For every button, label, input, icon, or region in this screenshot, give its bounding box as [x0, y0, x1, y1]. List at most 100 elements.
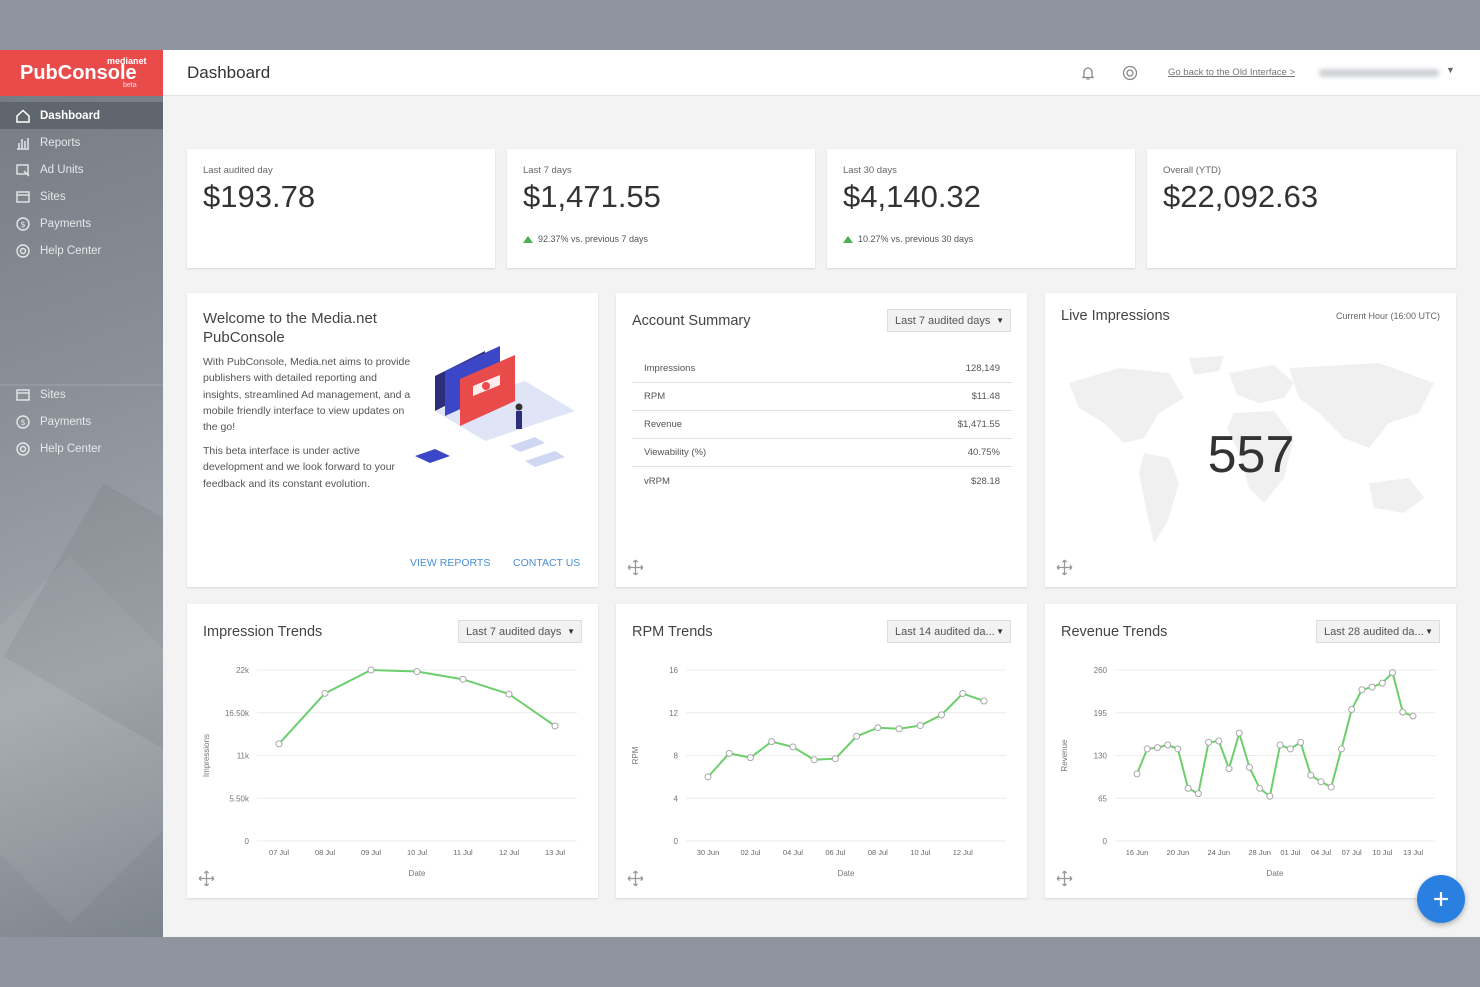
sidebar-item-label: Dashboard	[40, 109, 101, 122]
live-impressions-value: 557	[1207, 426, 1295, 484]
data-point	[725, 749, 733, 757]
bell-icon[interactable]	[1080, 65, 1096, 81]
series-line	[1136, 670, 1414, 799]
laptop-illustration	[415, 346, 575, 467]
stat-value: $193.78	[203, 179, 316, 214]
data-point	[810, 756, 818, 764]
data-point	[789, 743, 797, 751]
data-point	[1389, 669, 1397, 677]
x-tick-label: 08 Jul	[868, 848, 888, 857]
lifebuoy-icon	[16, 243, 30, 258]
table-row: vRPM $28.18	[644, 475, 1000, 487]
drag-move-icon[interactable]	[198, 870, 215, 887]
drag-move-icon[interactable]	[627, 870, 644, 887]
plus-icon	[1434, 892, 1448, 906]
x-tick-label: 20 Jun	[1167, 848, 1190, 857]
sidebar-item-dashboard[interactable]: Dashboard	[0, 102, 163, 129]
welcome-beta-note: This beta interface is under active deve…	[203, 445, 396, 490]
stat-value: $4,140.32	[843, 179, 981, 214]
data-point	[1337, 745, 1345, 753]
user-account-name[interactable]	[1319, 69, 1439, 77]
live-subtitle: Current Hour (16:00 UTC)	[1335, 311, 1440, 321]
data-point	[1235, 729, 1243, 737]
view-reports-link[interactable]: VIEW REPORTS	[410, 557, 491, 569]
data-point	[853, 732, 861, 740]
data-point	[275, 740, 283, 748]
x-tick-label: 24 Jun	[1208, 848, 1231, 857]
y-tick-label: 0	[1103, 837, 1108, 846]
x-tick-label: 12 Jul	[499, 848, 519, 857]
rpm-period-dropdown[interactable]: Last 14 audited da... ▼	[887, 620, 1011, 643]
data-point	[1297, 738, 1305, 746]
table-row: Revenue $1,471.55	[632, 411, 1012, 439]
drag-move-icon[interactable]	[1056, 559, 1073, 576]
bar-chart-icon	[17, 137, 29, 150]
arrow-up-icon	[523, 236, 533, 243]
sidebar-item-ad-units[interactable]: Ad Units	[0, 156, 163, 183]
data-point	[1276, 741, 1284, 749]
stat-change: 10.27% vs. previous 30 days	[843, 234, 973, 244]
x-tick-label: 07 Jul	[269, 848, 289, 857]
old-interface-link[interactable]: Go back to the Old Interface >	[1168, 67, 1296, 78]
x-tick-label: 13 Jul	[545, 848, 565, 857]
data-point	[321, 689, 329, 697]
stat-card-overall-ytd: Overall (YTD) $22,092.63	[1147, 149, 1456, 268]
data-point	[768, 738, 776, 746]
stat-value: $1,471.55	[523, 179, 661, 214]
x-tick-label: 09 Jul	[361, 848, 381, 857]
welcome-intro: With PubConsole, Media.net aims to provi…	[203, 356, 411, 434]
data-point	[505, 690, 513, 698]
data-point	[1205, 738, 1213, 746]
live-impressions-card: Live Impressions Current Hour (16:00 UTC…	[1045, 293, 1456, 587]
y-tick-label: 130	[1094, 752, 1108, 761]
data-point	[916, 722, 924, 730]
summary-period-dropdown[interactable]: Last 7 audited days ▼	[887, 309, 1011, 332]
x-tick-label: 10 Jul	[910, 848, 930, 857]
sidebar-item-label: Ad Units	[40, 163, 84, 176]
logo-medianet: medianet	[107, 56, 147, 66]
sidebar-item-payments-2[interactable]: $ Payments	[0, 408, 163, 435]
ad-unit-icon	[16, 163, 30, 176]
series-line	[707, 692, 985, 778]
sidebar-item-reports[interactable]: Reports	[0, 129, 163, 156]
pubconsole-logo[interactable]: medianet PubConsole beta	[0, 50, 163, 96]
sidebar-item-sites-2[interactable]: Sites	[0, 381, 163, 408]
data-point	[1225, 765, 1233, 773]
logo-beta: beta	[123, 82, 137, 89]
drag-move-icon[interactable]	[1056, 870, 1073, 887]
card-title: Account Summary	[632, 313, 751, 329]
sidebar-item-sites[interactable]: Sites	[0, 183, 163, 210]
home-icon	[16, 108, 30, 123]
app-window: medianet PubConsole beta Dashboard Repor…	[0, 50, 1480, 937]
browser-window-icon	[16, 388, 30, 401]
sidebar-item-help-center-2[interactable]: Help Center	[0, 435, 163, 462]
series-line	[278, 668, 556, 745]
data-point	[1409, 712, 1417, 720]
drag-move-icon[interactable]	[627, 559, 644, 576]
stat-label: Last audited day	[203, 165, 273, 176]
add-widget-button[interactable]	[1417, 875, 1465, 923]
y-tick-label: 8	[674, 752, 679, 761]
contact-us-link[interactable]: CONTACT US	[513, 557, 581, 569]
stat-card-last-audited-day: Last audited day $193.78	[187, 149, 495, 268]
sidebar-item-payments[interactable]: $ Payments	[0, 210, 163, 237]
sidebar-item-label: Sites	[40, 190, 66, 203]
lifebuoy-icon[interactable]	[1122, 65, 1138, 81]
y-tick-label: 195	[1094, 709, 1108, 718]
card-title: Impression Trends	[203, 624, 323, 640]
impression-period-dropdown[interactable]: Last 7 audited days ▼	[458, 620, 582, 643]
sidebar-item-help-center[interactable]: Help Center	[0, 237, 163, 264]
data-point	[746, 754, 754, 762]
chevron-down-icon[interactable]: ▼	[1446, 65, 1455, 75]
stat-label: Last 30 days	[843, 165, 897, 176]
data-point	[874, 724, 882, 732]
table-row: Impressions 128,149	[632, 355, 1012, 383]
x-tick-label: 07 Jul	[1342, 848, 1362, 857]
revenue-period-dropdown[interactable]: Last 28 audited da... ▼	[1316, 620, 1440, 643]
chevron-down-icon: ▼	[567, 627, 575, 636]
sidebar-item-label: Payments	[40, 415, 92, 428]
stat-label: Overall (YTD)	[1163, 165, 1222, 176]
y-tick-label: 4	[674, 794, 679, 803]
data-point	[1256, 784, 1264, 792]
revenue-trends-card: Revenue Trends Last 28 audited da... ▼ 0 6…	[1045, 604, 1456, 898]
